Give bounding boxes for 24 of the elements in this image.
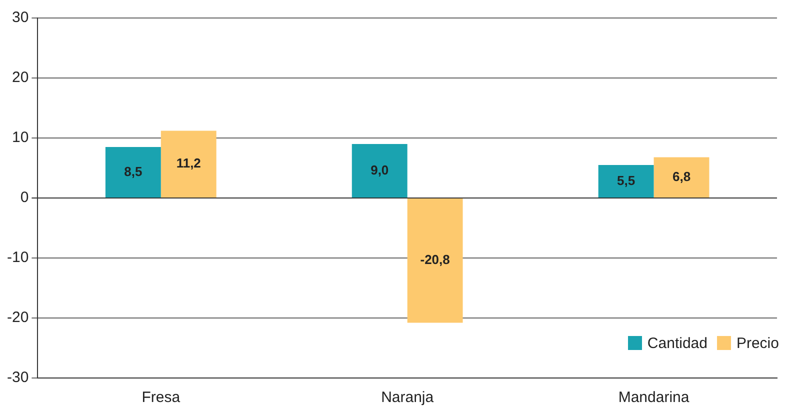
data-label: -20,8: [420, 252, 450, 268]
data-label: 9,0: [370, 162, 389, 178]
y-tick-label: 20: [12, 69, 29, 86]
bar: [105, 147, 161, 198]
bar: [160, 130, 216, 198]
bar: [352, 144, 408, 198]
y-tick-label: -10: [6, 249, 29, 266]
y-tick-label: 0: [20, 189, 29, 206]
bar: [407, 198, 463, 323]
data-label: 8,5: [124, 164, 142, 179]
y-tick-label: 30: [12, 9, 29, 26]
data-label: 11,2: [176, 156, 201, 171]
bar: [654, 157, 710, 198]
x-tick-label: Naranja: [381, 389, 434, 406]
legend-label: Precio: [735, 335, 779, 352]
y-tick-label: -30: [6, 369, 29, 386]
y-tick-label: -20: [6, 309, 29, 326]
x-tick-label: Mandarina: [618, 389, 690, 406]
data-label: 5,5: [617, 172, 636, 188]
data-label: 6,8: [672, 168, 691, 184]
x-tick-label: Fresa: [142, 389, 181, 406]
legend-label: Cantidad: [646, 335, 708, 352]
bar: [598, 165, 654, 198]
y-tick-label: 10: [12, 129, 29, 146]
